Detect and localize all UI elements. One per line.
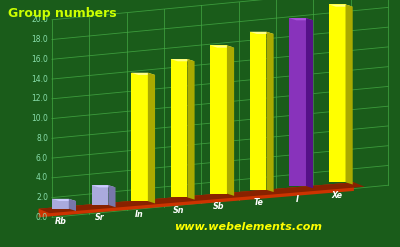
Text: I: I [296,195,299,204]
Text: Rb: Rb [54,217,66,226]
Polygon shape [266,32,274,192]
Polygon shape [250,32,274,34]
Text: 4.0: 4.0 [36,173,48,182]
Text: 16.0: 16.0 [31,55,48,64]
Polygon shape [52,199,76,201]
Text: 6.0: 6.0 [36,154,48,163]
Polygon shape [289,18,313,20]
Text: Sr: Sr [95,213,105,223]
Polygon shape [329,4,353,7]
Text: Xe: Xe [332,191,343,200]
Text: 14.0: 14.0 [31,75,48,83]
Text: 10.0: 10.0 [31,114,48,123]
Polygon shape [250,32,266,190]
Text: Sn: Sn [173,206,185,215]
Polygon shape [108,185,116,207]
Text: 20.0: 20.0 [31,15,48,24]
Polygon shape [170,59,187,197]
Text: 8.0: 8.0 [36,134,48,143]
Polygon shape [170,59,194,61]
Polygon shape [210,45,227,194]
Polygon shape [346,4,353,185]
Polygon shape [69,199,76,211]
Polygon shape [329,4,346,182]
Polygon shape [38,182,354,217]
Polygon shape [131,73,155,75]
Polygon shape [289,18,306,186]
Text: Sb: Sb [213,202,224,211]
Polygon shape [92,185,108,205]
Polygon shape [187,59,194,200]
Text: In: In [135,210,144,219]
Polygon shape [38,182,365,213]
Polygon shape [92,185,116,187]
Text: www.webelements.com: www.webelements.com [174,222,322,232]
Text: Group numbers: Group numbers [8,7,117,21]
Polygon shape [227,45,234,196]
Polygon shape [131,73,148,201]
Text: 18.0: 18.0 [31,35,48,44]
Text: 2.0: 2.0 [36,193,48,202]
Text: 12.0: 12.0 [31,94,48,103]
Polygon shape [148,73,155,203]
Polygon shape [210,45,234,48]
Polygon shape [52,199,69,209]
Text: Te: Te [253,198,263,207]
Polygon shape [306,18,313,188]
Text: 0.0: 0.0 [36,213,48,222]
